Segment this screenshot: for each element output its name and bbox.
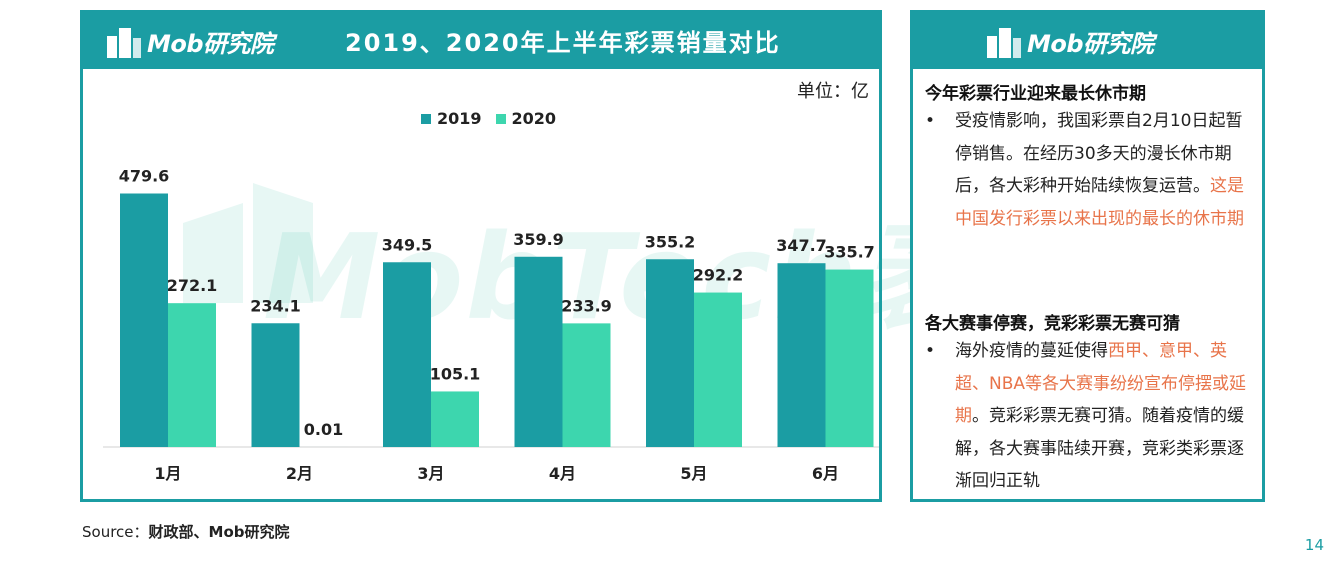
text-header: Mob研究院 [913,13,1262,69]
page-number: 14 [1304,536,1324,554]
legend-label-2019: 2019 [437,109,482,128]
data-label-2019-4: 359.9 [513,230,564,249]
bar-2019-3 [383,262,431,447]
bar-2019-1 [120,193,168,447]
source-note: Source：财政部、Mob研究院 [82,521,290,542]
data-label-2019-5: 355.2 [645,232,696,251]
source-label: Source： [82,523,149,541]
bar-chart: 479.6 272.1 1月 234.1 0.01 2月 349.5 105.1 3月 359.9… [103,166,879,483]
bar-2020-3 [431,391,479,447]
data-label-2019-6: 347.7 [776,236,827,255]
section2-title: 各大赛事停赛，竞彩彩票无赛可猜 [925,314,1180,334]
category-label-1: 1月 [154,464,181,483]
section2-bullet: • 海外疫情的蔓延使得西甲、意甲、英超、NBA等各大赛事纷纷宣布停摆或延期。竞彩… [925,335,1255,498]
brand-name: Mob研究院 [1027,29,1154,58]
category-label-6: 6月 [812,464,839,483]
section1-text-plain: 受疫情影响，我国彩票自2月10日起暂停销售。在经历30多天的漫长休市期后，各大彩… [955,111,1243,196]
data-label-2020-4: 233.9 [561,296,612,315]
category-label-5: 5月 [680,464,707,483]
legend-swatch-2020 [495,113,506,124]
mob-building-icon [107,28,141,58]
data-label-2020-2: 0.01 [304,420,343,439]
data-label-2020-5: 292.2 [693,266,744,285]
category-label-3: 3月 [417,464,444,483]
section1-text: 受疫情影响，我国彩票自2月10日起暂停销售。在经历30多天的漫长休市期后，各大彩… [955,105,1255,235]
section1-title: 今年彩票行业迎来最长休市期 [925,84,1146,104]
bar-2020-1 [168,303,216,447]
bar-2019-2 [251,323,300,447]
bullet-dot: • [925,341,936,361]
bar-2020-5 [694,292,742,447]
text-panel: Mob研究院 今年彩票行业迎来最长休市期 • 受疫情影响，我国彩票自2月10日起… [910,10,1265,502]
category-label-2: 2月 [286,464,313,483]
brand-name: Mob研究院 [147,29,274,58]
bar-2019-5 [646,259,694,447]
section2-text-highlight: 西甲、意甲、英超、NBA等各大赛事纷纷宣布停摆或延期 [955,341,1247,426]
category-label-4: 4月 [549,464,576,483]
data-label-2019-1: 479.6 [119,166,170,185]
data-label-2020-1: 272.1 [167,276,218,295]
legend-label-2020: 2020 [511,109,557,128]
data-label-2019-3: 349.5 [382,235,433,254]
section2-text-plain2: 。竞彩彩票无赛可猜。随着疫情的缓解，各大赛事陆续开赛，竞彩类彩票逐渐回归正轨 [955,406,1244,491]
legend-swatch-2019 [421,113,431,124]
legend-item-2020: 2020 [495,109,557,128]
chart-panel: Mob研究院 2019、2020年上半年彩票销量对比 MobTech袤博 单位：… [80,10,1097,502]
bar-2020-4 [562,323,611,447]
section1-text-highlight: 这是中国发行彩票以来出现的最长的休市期 [955,176,1244,229]
bar-2019-4 [514,256,563,447]
bullet-dot: • [925,111,936,131]
unit-label: 单位：亿 [797,81,869,102]
mob-logo: Mob研究院 [985,21,1154,61]
section2-text-plain1: 海外疫情的蔓延使得 [955,341,1108,361]
mob-building-icon [987,28,1021,58]
mob-logo: Mob研究院 [105,21,274,61]
section2-text: 海外疫情的蔓延使得西甲、意甲、英超、NBA等各大赛事纷纷宣布停摆或延期。竞彩彩票… [955,335,1255,498]
legend-item-2019: 2019 [421,109,482,128]
chart-header: Mob研究院 2019、2020年上半年彩票销量对比 [83,13,879,69]
watermark-logo-icon [183,183,343,307]
data-label-2020-6: 335.7 [824,243,875,262]
section1-bullet: • 受疫情影响，我国彩票自2月10日起暂停销售。在经历30多天的漫长休市期后，各… [925,105,1255,235]
bar-2019-6 [777,263,826,447]
data-label-2019-2: 234.1 [250,296,301,315]
data-label-2020-3: 105.1 [430,364,481,383]
source-value: 财政部、Mob研究院 [148,523,290,541]
chart-title: 2019、2020年上半年彩票销量对比 [345,29,781,57]
chart-legend: 2019 2020 [421,109,570,128]
bar-2020-6 [825,269,874,447]
